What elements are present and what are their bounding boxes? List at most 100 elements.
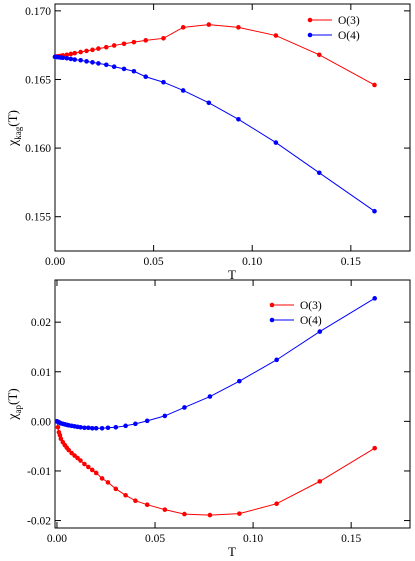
- data-point-o3: [143, 38, 149, 43]
- data-point-o4: [78, 57, 83, 63]
- legend: O(3) O(4): [307, 15, 360, 42]
- data-point-o3: [316, 52, 322, 58]
- x-axis-ticks: 0.00 0.05 0.10 0.15: [47, 280, 361, 545]
- x-axis-title: T: [228, 544, 236, 559]
- data-point-o3: [144, 502, 150, 507]
- legend-marker-o3: [307, 17, 313, 23]
- y-tick-label: 0.00: [31, 416, 51, 428]
- x-axis-title: T: [228, 267, 236, 282]
- y-tick-label: 0.160: [25, 143, 51, 155]
- data-point-o4: [206, 100, 212, 106]
- data-point-o3: [78, 458, 83, 463]
- y-tick-label: 0.170: [25, 6, 51, 18]
- data-point-o3: [133, 498, 138, 504]
- series-line-o3: [54, 24, 375, 86]
- x-tick-label: 0.05: [145, 533, 165, 545]
- data-point-o3: [273, 33, 279, 38]
- data-point-o4: [111, 64, 117, 70]
- data-point-o4: [207, 394, 213, 399]
- data-point-o3: [180, 25, 186, 30]
- data-point-o3: [123, 492, 128, 498]
- data-point-o3: [113, 486, 119, 492]
- data-point-o4: [372, 296, 378, 301]
- legend-label-o3: O(3): [338, 15, 360, 27]
- data-point-o3: [66, 447, 72, 453]
- y-axis-title: χkag(T): [5, 110, 23, 147]
- x-tick-label: 0.00: [45, 256, 65, 268]
- data-point-o4: [64, 55, 70, 61]
- data-point-o3: [274, 501, 279, 507]
- data-point-o4: [133, 421, 138, 427]
- y-axis-title: χap(T): [5, 388, 23, 420]
- data-point-o4: [143, 74, 149, 80]
- y-axis-ticks: 0.155 0.160 0.165 0.170: [25, 6, 410, 224]
- legend-label-o4: O(4): [338, 30, 360, 42]
- series-layer: [54, 296, 378, 518]
- x-axis-ticks: 0.00 0.05 0.10 0.15: [45, 4, 361, 268]
- data-point-o4: [113, 425, 119, 430]
- data-point-o3: [236, 25, 241, 30]
- data-point-o4: [84, 59, 89, 64]
- data-point-o4: [180, 88, 186, 93]
- data-point-o4: [99, 426, 105, 431]
- series-line-o4: [54, 56, 375, 212]
- data-point-o4: [273, 140, 279, 145]
- legend-label-o4: O(4): [300, 315, 322, 327]
- data-point-o4: [105, 425, 111, 431]
- data-point-o3: [121, 41, 127, 47]
- data-point-o4: [317, 329, 323, 334]
- x-tick-label: 0.00: [47, 533, 67, 545]
- legend-marker-o4: [269, 317, 275, 323]
- series-line-o4: [56, 297, 375, 429]
- y-tick-label: -0.02: [27, 516, 51, 528]
- y-axis-title-suffix: (T): [5, 388, 20, 405]
- data-point-o4: [60, 55, 66, 61]
- data-point-o3: [182, 511, 187, 517]
- plot-frame: [54, 3, 411, 252]
- x-tick-label: 0.15: [341, 256, 361, 268]
- data-point-o3: [372, 445, 378, 451]
- data-point-o4: [162, 413, 168, 419]
- data-point-o4: [93, 426, 99, 431]
- y-tick-label: 0.01: [31, 367, 51, 379]
- data-point-o4: [72, 57, 78, 62]
- data-point-o4: [89, 426, 95, 431]
- y-axis-title-main: χ: [6, 413, 21, 421]
- data-point-o3: [57, 432, 63, 438]
- data-point-o4: [103, 62, 109, 68]
- data-point-o3: [68, 51, 74, 57]
- data-point-o3: [105, 480, 111, 485]
- data-point-o4: [372, 208, 377, 214]
- y-axis-title-suffix: (T): [5, 110, 20, 127]
- plot-frame: [54, 279, 411, 529]
- legend-marker-o4: [307, 32, 313, 38]
- data-point-o3: [131, 39, 137, 45]
- data-point-o4: [144, 418, 150, 424]
- chart-susceptibility-ap: 0.00 0.05 0.10 0.15 -0.02-0.010.000.010.02 …: [5, 279, 411, 559]
- data-point-o3: [372, 82, 377, 88]
- data-point-o3: [96, 46, 101, 51]
- data-point-o3: [78, 49, 83, 55]
- y-tick-label: 0.02: [31, 317, 51, 329]
- data-point-o3: [207, 512, 213, 518]
- data-point-o3: [161, 36, 166, 41]
- data-point-o4: [274, 357, 279, 363]
- x-tick-label: 0.10: [243, 533, 263, 545]
- data-point-o3: [58, 436, 64, 442]
- data-point-o4: [131, 68, 137, 74]
- x-tick-label: 0.10: [242, 256, 262, 268]
- data-point-o3: [237, 511, 242, 516]
- legend-marker-o3: [269, 302, 275, 308]
- data-point-o3: [72, 50, 78, 56]
- data-point-o4: [123, 423, 128, 429]
- x-tick-label: 0.05: [144, 256, 164, 268]
- y-tick-label: 0.155: [25, 212, 51, 224]
- data-point-o4: [86, 425, 91, 431]
- data-point-o3: [103, 44, 109, 50]
- data-point-o3: [84, 48, 89, 54]
- data-point-o4: [237, 378, 242, 384]
- data-point-o3: [86, 464, 91, 470]
- data-point-o3: [206, 22, 212, 27]
